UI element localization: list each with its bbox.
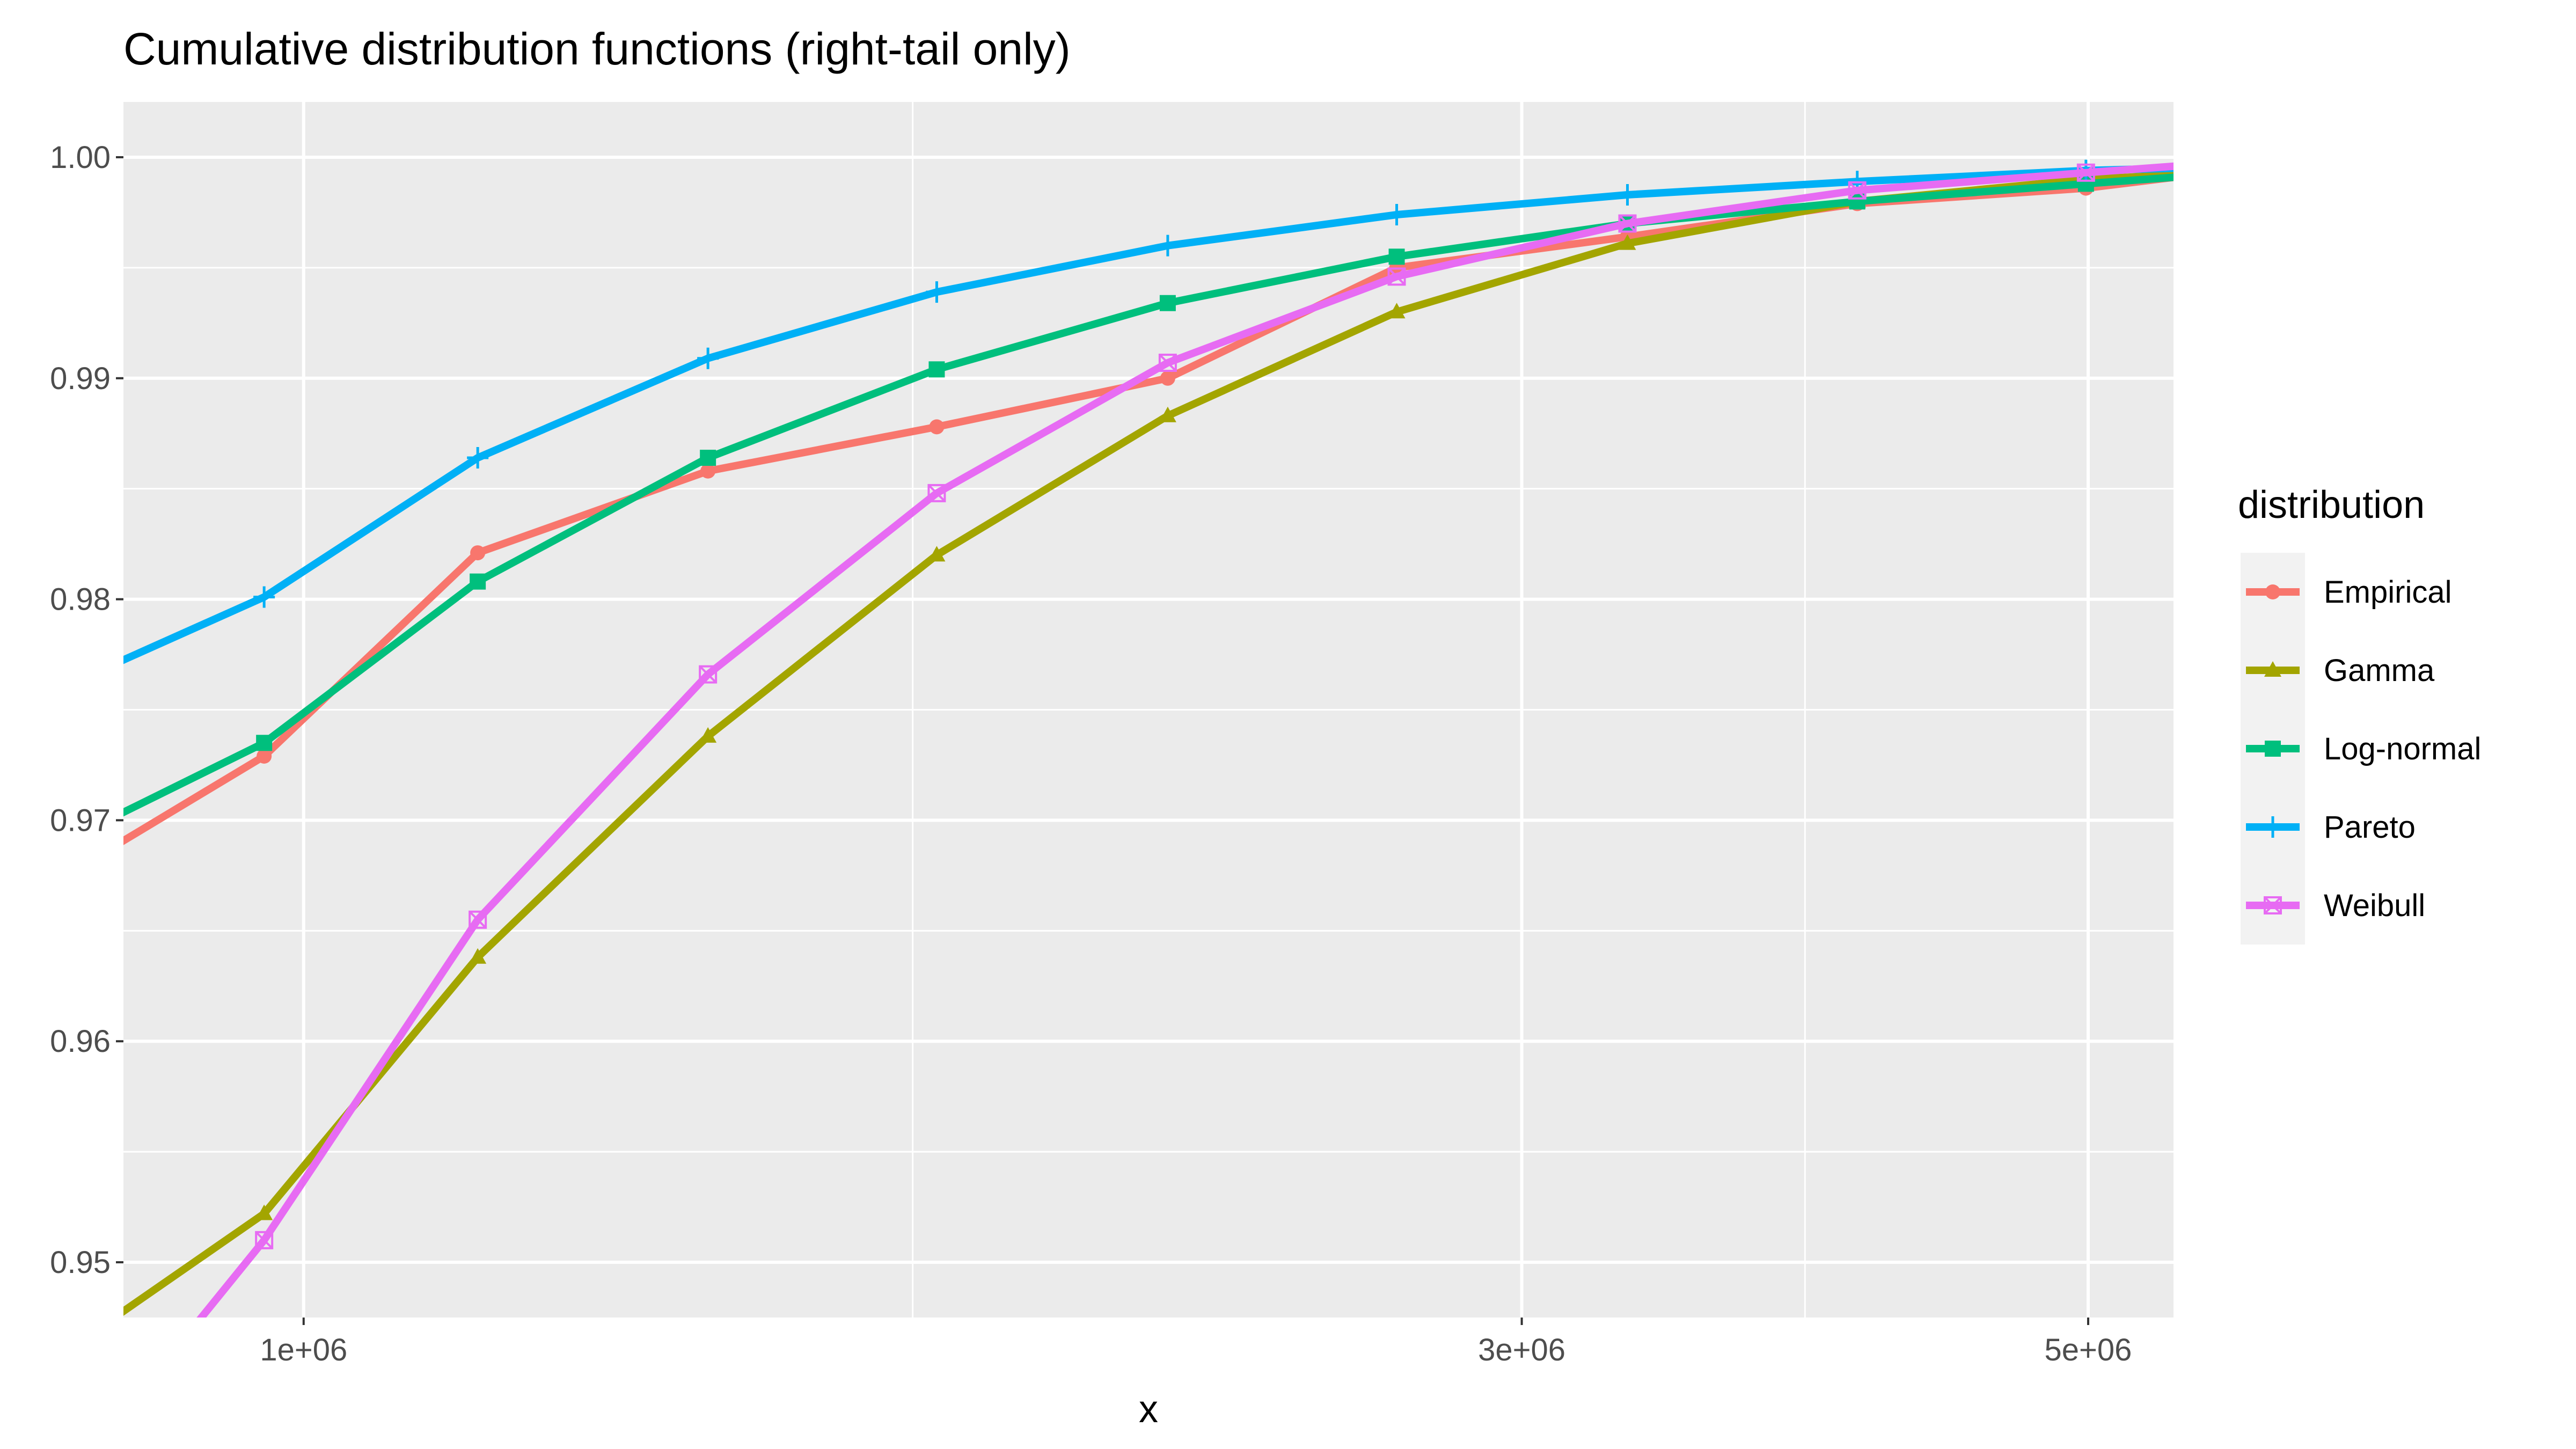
legend-item-pareto: Pareto bbox=[2241, 788, 2416, 866]
chart-title: Cumulative distribution functions (right… bbox=[123, 24, 1071, 74]
data-point-weibull-5 bbox=[1387, 267, 1406, 286]
series-layer bbox=[123, 159, 2174, 1318]
legend-key-marker-4 bbox=[2264, 896, 2282, 914]
data-point-empirical-2 bbox=[700, 463, 716, 479]
grid-minor bbox=[123, 102, 2174, 1318]
data-point-gamma-2 bbox=[699, 727, 717, 743]
data-point-pareto-0 bbox=[253, 586, 275, 608]
data-point-gamma-0 bbox=[255, 1204, 273, 1220]
data-point-pareto-1 bbox=[467, 447, 489, 469]
data-point-gamma-3 bbox=[928, 546, 946, 562]
y-tick-label-1: 0.96 bbox=[50, 1024, 111, 1059]
data-point-weibull-3 bbox=[927, 484, 946, 502]
y-tick-label-0: 0.95 bbox=[50, 1245, 111, 1280]
legend-label-0: Empirical bbox=[2324, 575, 2452, 610]
data-point-weibull-0 bbox=[255, 1231, 274, 1249]
y-tick-label-4: 0.99 bbox=[50, 361, 111, 396]
x-tick-label-2: 5e+06 bbox=[2045, 1333, 2132, 1367]
legend-title: distribution bbox=[2238, 484, 2425, 526]
data-point-gamma-6 bbox=[1619, 234, 1636, 250]
data-point-weibull-6 bbox=[1618, 214, 1637, 233]
legend-label-1: Gamma bbox=[2324, 653, 2435, 688]
legend-label-2: Log-normal bbox=[2324, 731, 2481, 766]
data-point-weibull-1 bbox=[469, 910, 487, 929]
legend-key-marker-0 bbox=[2265, 584, 2280, 599]
grid-major bbox=[123, 102, 2174, 1318]
data-point-log-normal-3 bbox=[928, 361, 945, 378]
data-point-gamma-1 bbox=[469, 948, 487, 964]
x-axis-title: x bbox=[1139, 1388, 1158, 1431]
data-point-weibull-8 bbox=[2076, 163, 2095, 182]
x-tick-label-1: 3e+06 bbox=[1478, 1333, 1565, 1367]
data-point-log-normal-5 bbox=[1388, 248, 1405, 265]
legend-item-empirical: Empirical bbox=[2241, 553, 2452, 631]
x-tick-label-0: 1e+06 bbox=[260, 1333, 347, 1367]
data-point-pareto-4 bbox=[1157, 235, 1179, 257]
data-point-log-normal-4 bbox=[1159, 295, 1176, 311]
data-point-weibull-4 bbox=[1158, 353, 1177, 372]
data-point-empirical-1 bbox=[470, 545, 486, 561]
legend-label-4: Weibull bbox=[2324, 888, 2425, 923]
legend-label-3: Pareto bbox=[2324, 810, 2416, 845]
data-point-gamma-5 bbox=[1388, 303, 1406, 319]
legend-keys: Empirical Gamma Log-normal Pareto Weibull bbox=[2241, 553, 2481, 945]
y-tick-label-2: 0.97 bbox=[50, 803, 111, 838]
data-point-pareto-2 bbox=[697, 347, 719, 369]
data-point-log-normal-2 bbox=[700, 450, 716, 466]
data-point-pareto-3 bbox=[926, 281, 948, 303]
legend-key-marker-3 bbox=[2262, 816, 2284, 838]
data-point-empirical-4 bbox=[1160, 370, 1175, 386]
data-point-weibull-2 bbox=[699, 665, 718, 684]
legend-key-marker-2 bbox=[2265, 741, 2281, 757]
series-pareto bbox=[123, 159, 2174, 664]
x-axis: 1e+06 3e+06 5e+06 bbox=[260, 1318, 2132, 1367]
legend-item-log-normal: Log-normal bbox=[2241, 709, 2481, 788]
data-point-gamma-4 bbox=[1159, 406, 1176, 422]
data-point-pareto-5 bbox=[1386, 204, 1408, 226]
data-point-log-normal-1 bbox=[470, 573, 486, 590]
y-tick-label-3: 0.98 bbox=[50, 582, 111, 617]
y-axis: 0.95 0.96 0.97 0.98 0.99 1.00 bbox=[50, 140, 123, 1280]
data-point-empirical-0 bbox=[257, 748, 272, 764]
legend-item-gamma: Gamma bbox=[2241, 631, 2435, 709]
data-point-weibull-7 bbox=[1848, 181, 1867, 200]
data-point-log-normal-0 bbox=[256, 735, 273, 751]
data-point-pareto-6 bbox=[1616, 184, 1638, 206]
legend-key-marker-1 bbox=[2264, 661, 2281, 677]
legend: distribution Empirical Gamma Log-normal Par… bbox=[2238, 484, 2481, 945]
data-point-empirical-3 bbox=[929, 419, 945, 435]
series-weibull bbox=[196, 162, 2174, 1318]
y-tick-label-5: 1.00 bbox=[50, 140, 111, 175]
legend-item-weibull: Weibull bbox=[2241, 866, 2425, 945]
